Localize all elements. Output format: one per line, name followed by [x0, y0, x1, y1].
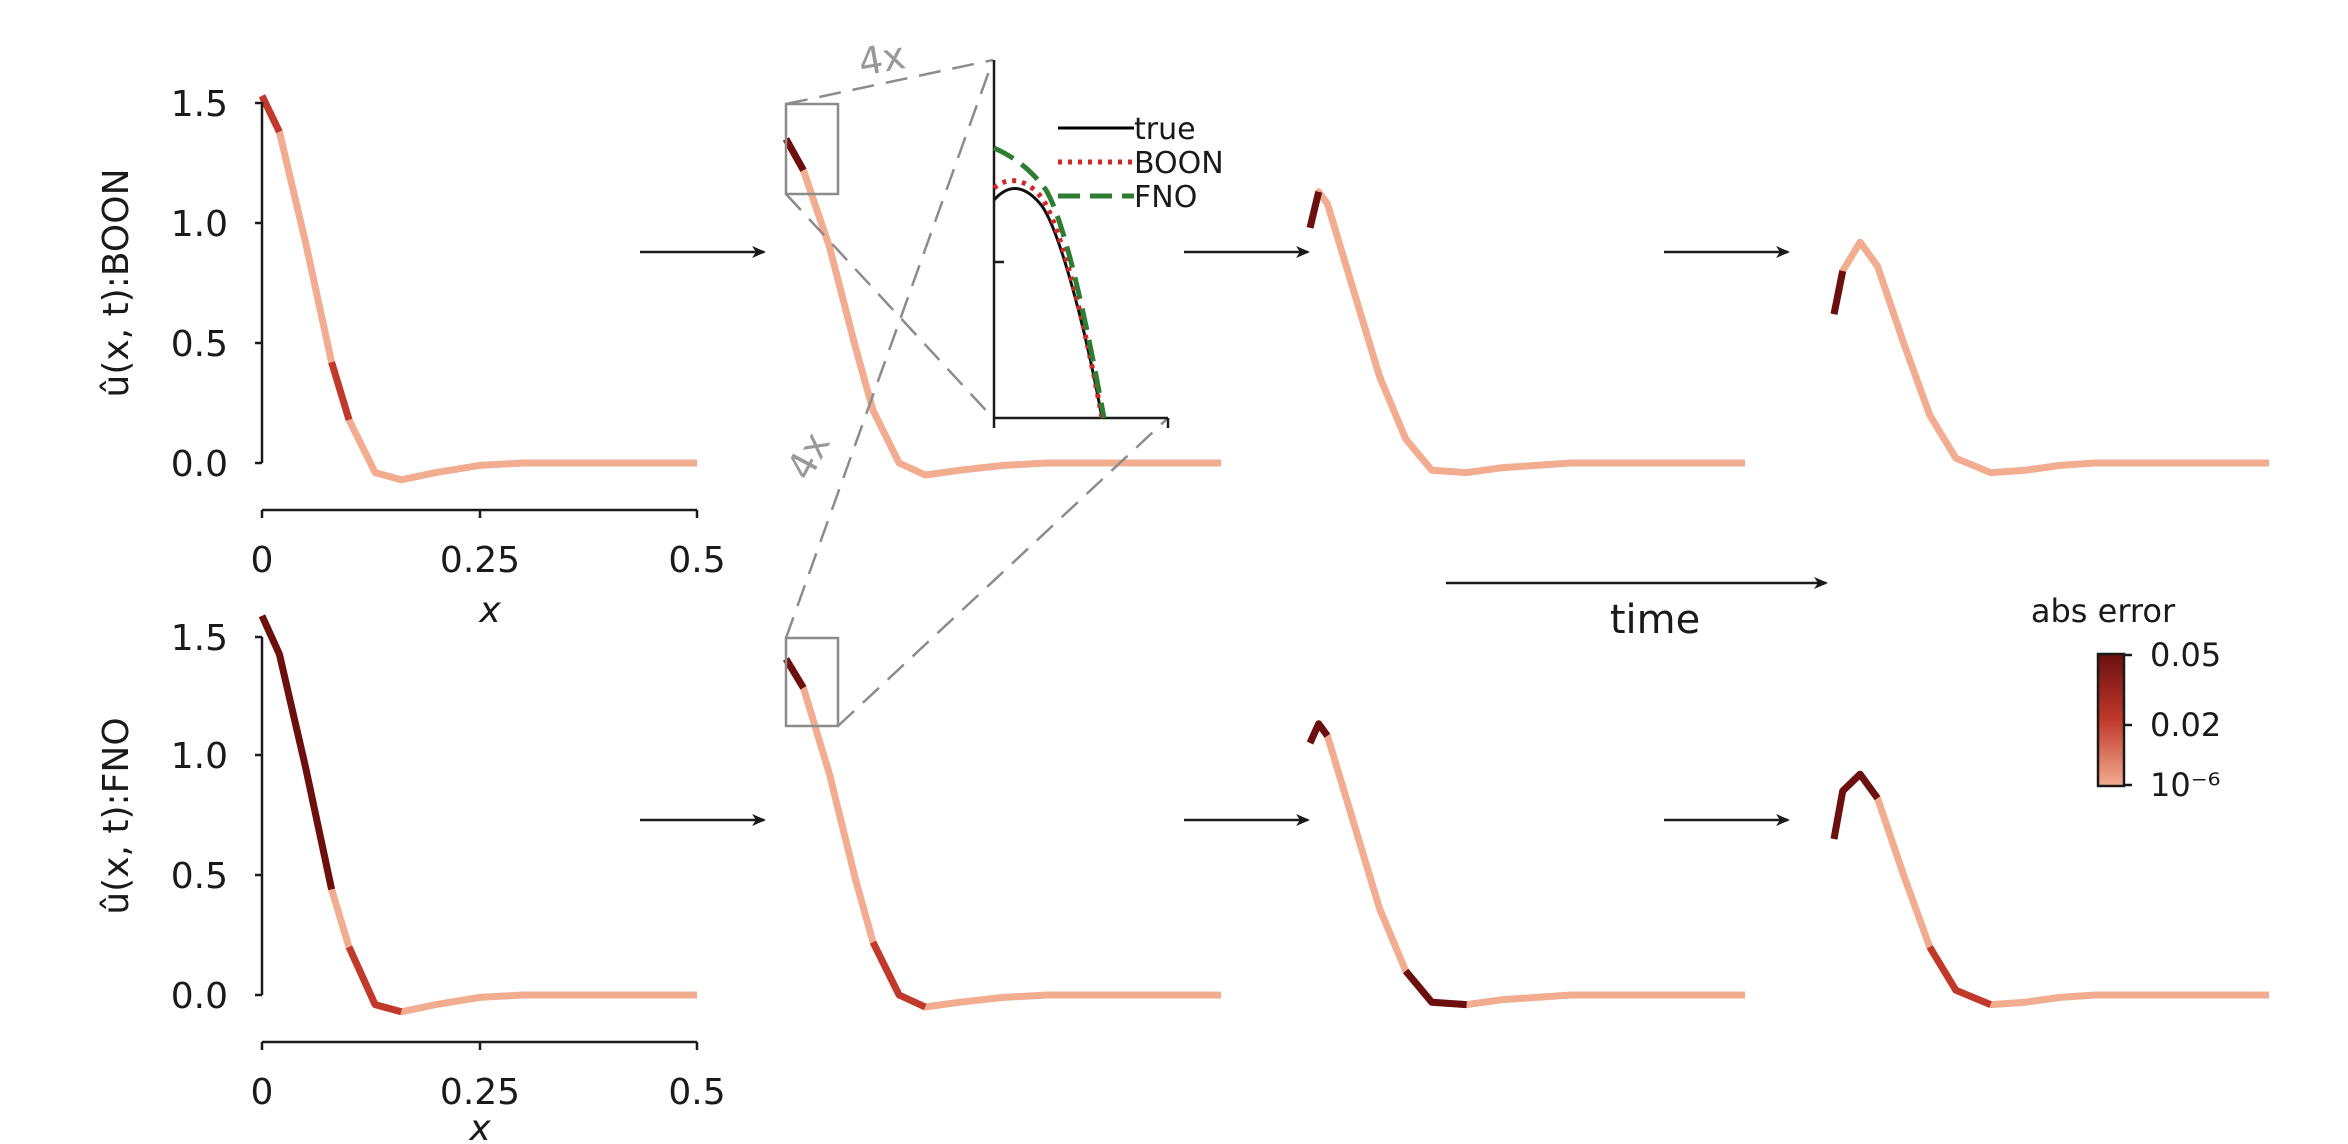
error-highlight-segment — [1926, 945, 1992, 1008]
fno-y-ticks: 0.0 0.5 1.0 1.5 — [171, 618, 228, 1017]
error-highlight-segment — [328, 361, 353, 421]
fno-x-ticks: 0 0.25 0.5 — [251, 1072, 726, 1113]
y-tick-label: 1.5 — [171, 84, 228, 125]
colorbar-title: abs error — [2031, 592, 2176, 630]
colorbar-tick-label: 10⁻⁶ — [2150, 766, 2220, 804]
zoom-box-boon — [784, 102, 840, 196]
fno-curve-t1 — [783, 657, 1221, 1011]
time-step-arrows — [640, 246, 1828, 826]
error-highlight-segment — [782, 137, 807, 172]
fno-curve-t0 — [258, 614, 697, 1016]
error-highlight-segment — [1306, 190, 1323, 229]
error-highlight-segment — [1830, 270, 1847, 315]
y-tick-label: 0.5 — [171, 856, 228, 897]
x-axis-label: x — [478, 590, 501, 631]
colorbar-tick-label: 0.02 — [2150, 706, 2221, 744]
error-highlight-segment — [869, 940, 927, 1011]
x-tick-label: 0 — [251, 540, 274, 581]
zoom-factor-label: 4x — [778, 425, 839, 487]
zoom-box-fno — [784, 636, 840, 728]
y-tick-label: 0.5 — [171, 324, 228, 365]
boon-curve-t2 — [1306, 188, 1745, 477]
legend-label-boon: BOON — [1134, 146, 1224, 181]
inset-legend: true BOON FNO — [1058, 112, 1224, 215]
colorbar-tick-label: 0.05 — [2150, 636, 2221, 674]
fno-axes — [255, 635, 699, 1050]
x-tick-label: 0.25 — [440, 1072, 520, 1113]
boon-curve-t0 — [258, 94, 697, 484]
boon-y-ticks: 0.0 0.5 1.0 1.5 — [171, 84, 228, 485]
error-highlight-segment — [345, 945, 403, 1016]
legend-label-true: true — [1134, 112, 1196, 147]
x-tick-label: 0.25 — [440, 540, 520, 581]
y-axis-label-fno: û(x, t):FNO — [96, 717, 137, 914]
y-tick-label: 1.0 — [171, 736, 228, 777]
error-highlight-segment — [1403, 968, 1467, 1009]
error-highlight-segment — [1830, 770, 1881, 840]
fno-curve-t3 — [1830, 770, 2269, 1009]
legend-label-fno: FNO — [1134, 180, 1197, 215]
y-tick-label: 1.0 — [171, 204, 228, 245]
error-highlight-segment — [258, 94, 283, 134]
inset-true-curve — [992, 187, 1104, 419]
colorbar-scale — [2096, 652, 2126, 788]
zoom-indicators — [784, 58, 1169, 728]
boon-curve-t1 — [782, 137, 1221, 479]
solution-curves — [258, 94, 2269, 1016]
zoom-factor-label: 4x — [855, 33, 909, 84]
inset-axes — [992, 60, 1170, 428]
colorbar: abs error 0.05 0.02 10⁻⁶ — [2031, 592, 2221, 804]
time-label: time — [1610, 597, 1700, 643]
inset-plot: true BOON FNO — [992, 60, 1224, 428]
boon-curve-t3 — [1830, 238, 2269, 477]
fno-curve-t2 — [1306, 720, 1745, 1009]
x-tick-label: 0 — [251, 1072, 274, 1113]
y-tick-label: 0.0 — [171, 976, 228, 1017]
y-axis-label-boon: û(x, t):BOON — [96, 168, 137, 397]
x-tick-label: 0.5 — [668, 540, 725, 581]
inset-fno-curve — [992, 145, 1107, 419]
boon-axes — [255, 101, 699, 518]
zoom-connectors — [784, 58, 1169, 727]
x-axis-label: x — [468, 1108, 491, 1144]
x-tick-label: 0.5 — [668, 1072, 725, 1113]
error-highlight-segment — [783, 657, 807, 690]
boon-x-ticks: 0 0.25 0.5 — [251, 540, 726, 581]
y-tick-label: 1.5 — [171, 618, 228, 659]
y-tick-label: 0.0 — [171, 444, 228, 485]
error-highlight-segment — [258, 614, 336, 891]
error-highlight-segment — [1306, 720, 1331, 745]
